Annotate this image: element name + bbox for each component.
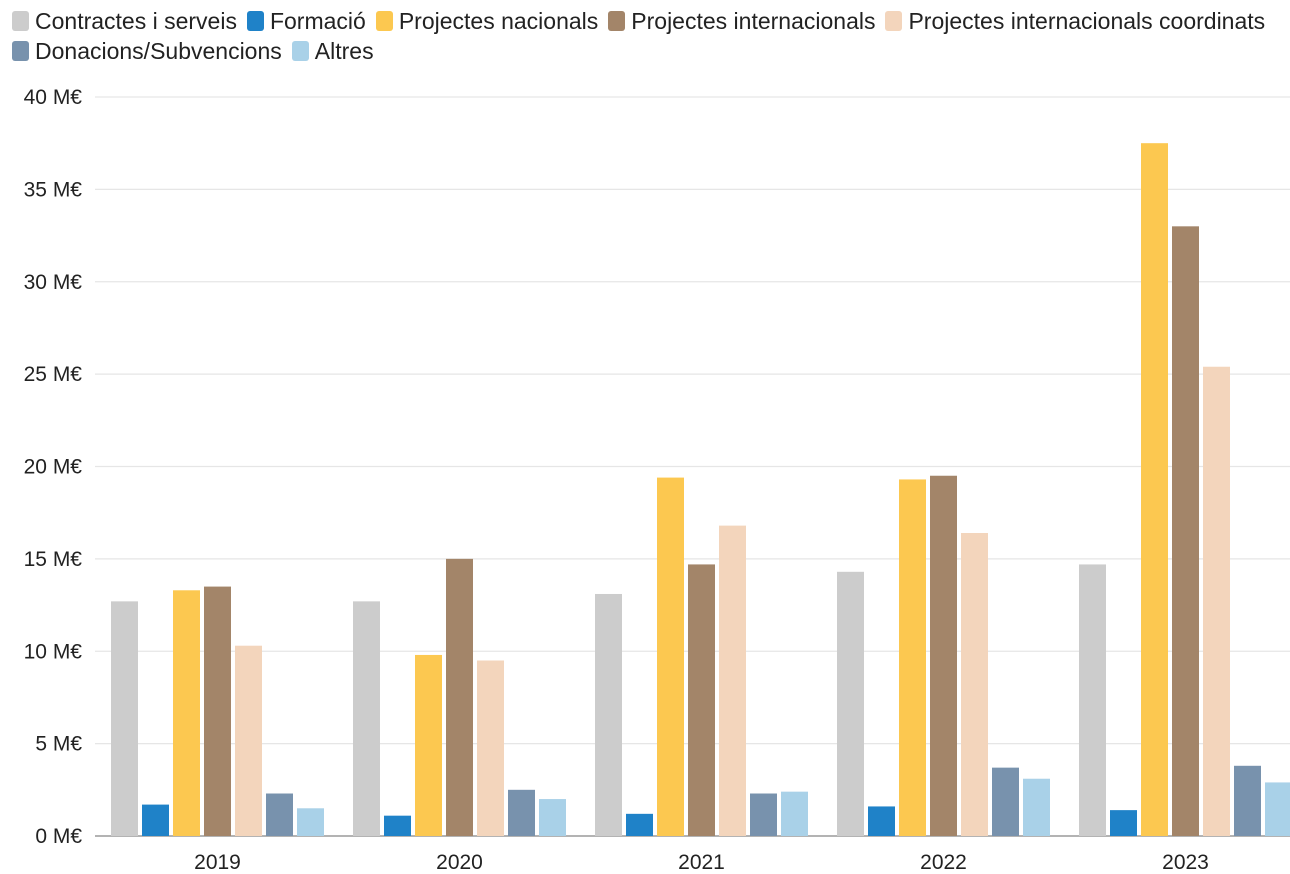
y-tick-label: 10 M€ [24,640,83,663]
legend-swatch [291,41,309,61]
legend-item-projectes-nacionals: Projectes nacionals [375,8,599,34]
bar-contractes-i-serveis-2022 [837,571,864,836]
bar-altres-2023 [1265,782,1290,836]
bar-formaci-2022 [868,806,895,836]
legend-item-altres: Altres [291,38,374,64]
bar-projectes-internacionals-2021 [688,564,715,836]
legend-swatch [12,41,29,61]
bar-projectes-internacionals-2019 [204,586,231,836]
bar-contractes-i-serveis-2020 [353,601,380,836]
x-tick-label: 2023 [1162,851,1209,874]
legend-label: Altres [314,38,374,64]
bar-donacions-subvencions-2020 [508,789,535,836]
y-tick-label: 35 M€ [24,178,83,201]
x-tick-label: 2019 [194,851,241,874]
legend-label: Donacions/Subvencions [35,38,282,64]
y-tick-label: 30 M€ [24,271,83,294]
bar-formaci-2019 [142,804,169,836]
bar-formaci-2021 [626,813,653,836]
legend-item-projectes-internacionals: Projectes internacionals [608,8,875,34]
y-tick-label: 20 M€ [24,456,83,479]
legend-item-formaci: Formació [246,8,366,34]
bar-formaci-2020 [384,815,411,836]
bar-projectes-internacionals-coordinats-2019 [235,645,262,836]
legend-swatch [246,11,264,31]
legend-item-donacions-subvencions: Donacions/Subvencions [12,38,282,64]
bar-projectes-internacionals-coordinats-2021 [719,525,746,836]
y-tick-label: 25 M€ [24,363,83,386]
bar-projectes-internacionals-coordinats-2022 [961,533,988,836]
bar-projectes-nacionals-2022 [899,479,926,836]
chart-legend: Contractes i serveis Formació Projectes na… [12,8,1282,64]
legend-item-contractes-i-serveis: Contractes i serveis [12,8,237,34]
y-tick-label: 0 M€ [35,825,82,848]
x-tick-label: 2020 [436,851,483,874]
y-tick-label: 40 M€ [24,86,83,109]
legend-label: Projectes internacionals [631,8,876,34]
legend-swatch [375,11,393,31]
legend-label: Projectes internacionals coordinats [908,8,1266,34]
legend-item-projectes-internacionals-coordinats: Projectes internacionals coordinats [885,8,1265,34]
bar-altres-2020 [539,799,566,836]
bar-projectes-internacionals-coordinats-2020 [477,660,504,836]
legend-label: Formació [269,8,366,34]
bar-projectes-nacionals-2019 [173,590,200,836]
bar-contractes-i-serveis-2019 [111,601,138,836]
bar-projectes-internacionals-coordinats-2023 [1203,366,1230,836]
bar-donacions-subvencions-2019 [266,793,293,836]
legend-label: Projectes nacionals [398,8,599,34]
legend-swatch [885,11,903,31]
bar-altres-2022 [1023,778,1050,836]
bar-altres-2021 [781,791,808,836]
bar-contractes-i-serveis-2021 [595,593,622,836]
bar-projectes-nacionals-2021 [657,477,684,836]
bar-projectes-nacionals-2023 [1141,143,1168,836]
x-tick-label: 2021 [678,851,725,874]
legend-swatch [608,11,626,31]
y-tick-label: 5 M€ [35,733,82,756]
bar-projectes-nacionals-2020 [415,654,442,836]
bar-donacions-subvencions-2023 [1234,765,1261,836]
bar-donacions-subvencions-2021 [750,793,777,836]
bar-formaci-2023 [1110,810,1137,836]
bar-projectes-internacionals-2020 [446,558,473,836]
bar-donacions-subvencions-2022 [992,767,1019,836]
bar-projectes-internacionals-2023 [1172,226,1199,836]
bar-altres-2019 [297,808,324,836]
bar-contractes-i-serveis-2023 [1079,564,1106,836]
bar-projectes-internacionals-2022 [930,475,957,836]
y-tick-label: 15 M€ [24,548,83,571]
x-tick-label: 2022 [920,851,967,874]
legend-swatch [12,11,29,31]
legend-label: Contractes i serveis [35,8,237,34]
